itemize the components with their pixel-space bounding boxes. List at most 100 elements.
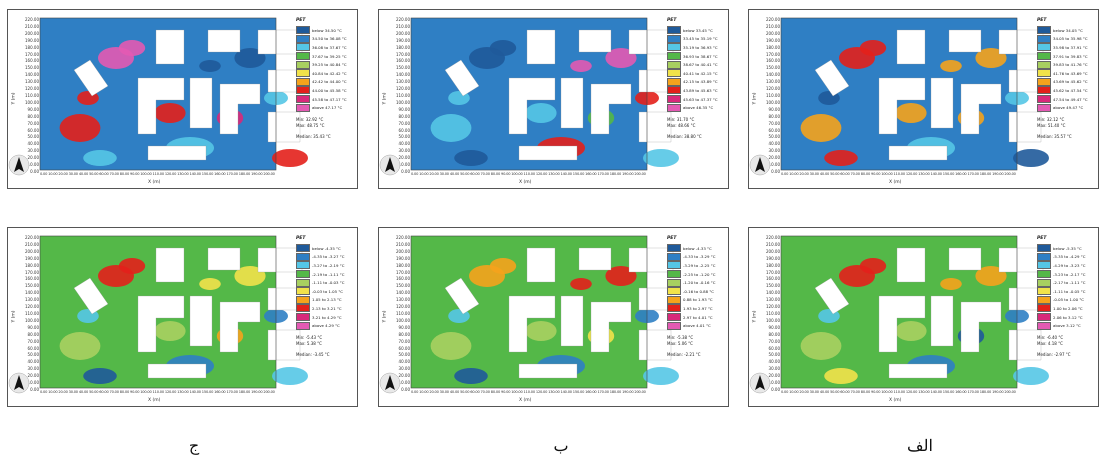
legend-swatch bbox=[667, 103, 681, 112]
legend-item: above 49.47 °C bbox=[1037, 103, 1098, 112]
pet-zone bbox=[59, 332, 101, 360]
y-tick-label: 140.00 bbox=[766, 72, 780, 78]
pet-zone bbox=[1013, 367, 1049, 385]
pet-zone bbox=[570, 60, 592, 72]
legend-label: 36.08 to 37.67 °C bbox=[312, 44, 347, 50]
y-tick-label: 170.00 bbox=[25, 269, 39, 275]
legend-swatch bbox=[1037, 244, 1051, 253]
y-tick-label: 220.00 bbox=[766, 235, 780, 240]
legend-item: 36.93 to 38.67 °C bbox=[667, 52, 728, 61]
map-frame bbox=[39, 17, 277, 171]
y-tick-label: 130.00 bbox=[766, 79, 780, 85]
legend-swatch bbox=[667, 77, 681, 86]
y-tick-label: 10.00 bbox=[27, 162, 39, 168]
legend-label: -3.23 to -2.17 °C bbox=[1053, 271, 1086, 277]
building-footprint bbox=[137, 77, 185, 135]
y-tick-label: 130.00 bbox=[766, 297, 780, 303]
pet-zone bbox=[525, 321, 557, 341]
building-footprint bbox=[207, 29, 241, 53]
legend-label: 39.25 to 40.84 °C bbox=[312, 62, 347, 68]
y-tick-label: 80.00 bbox=[398, 331, 410, 337]
pet-zone bbox=[975, 48, 1007, 68]
y-tick-label: 210.00 bbox=[766, 241, 780, 247]
building-footprint bbox=[578, 29, 612, 53]
building-footprint bbox=[590, 83, 632, 135]
y-tick-label: 160.00 bbox=[25, 58, 39, 64]
y-tick-label: 110.00 bbox=[25, 310, 39, 316]
pet-map-bottom-left bbox=[39, 235, 308, 389]
legend-item: 40.41 to 42.15 °C bbox=[667, 69, 728, 78]
pet-zone bbox=[525, 103, 557, 123]
legend-item: 0.88 to 1.93 °C bbox=[667, 295, 728, 305]
y-tick-label: 20.00 bbox=[27, 373, 39, 379]
legend-label: 45.63 to 47.37 °C bbox=[683, 96, 718, 102]
y-tick-label: 10.00 bbox=[398, 380, 410, 386]
building-footprint bbox=[73, 59, 109, 97]
y-tick-label: 200.00 bbox=[25, 248, 39, 254]
legend-item: -0.16 to 0.88 °C bbox=[667, 287, 728, 296]
y-tick-label: 70.00 bbox=[768, 338, 780, 344]
legend-item: 45.63 to 47.37 °C bbox=[667, 95, 728, 104]
building-footprint bbox=[155, 29, 185, 65]
y-tick-label: 120.00 bbox=[25, 304, 39, 310]
building-footprint bbox=[878, 77, 926, 135]
y-tick-label: 120.00 bbox=[766, 304, 780, 310]
legend-label: -4.35 to -3.27 °C bbox=[312, 254, 345, 260]
legend-item: -1.11 to -0.05 °C bbox=[1037, 287, 1098, 296]
y-tick-label: 210.00 bbox=[766, 23, 780, 29]
x-axis-ticks: 0.00 10.00 20.00 30.00 40.00 50.00 60.00… bbox=[40, 172, 276, 176]
y-tick-label: 190.00 bbox=[766, 37, 780, 43]
y-tick-label: 90.00 bbox=[768, 106, 780, 112]
legend-item: 2.13 to 3.21 °C bbox=[296, 304, 357, 313]
y-tick-label: 130.00 bbox=[396, 79, 410, 85]
pet-zone bbox=[489, 40, 517, 56]
legend-label: -4.29 to -3.23 °C bbox=[1053, 262, 1086, 268]
legend-swatch bbox=[1037, 321, 1051, 330]
legend-label: -2.19 to -1.11 °C bbox=[312, 271, 345, 277]
y-tick-label: 130.00 bbox=[25, 79, 39, 85]
pet-zone bbox=[199, 60, 221, 72]
pet-legend: PET below 33.45 °C 33.45 to 35.19 °C 35.19 … bbox=[667, 18, 728, 112]
y-tick-label: 120.00 bbox=[396, 304, 410, 310]
legend-item: -1.20 to -0.16 °C bbox=[667, 278, 728, 287]
max-value: Max: 5.06 °C bbox=[667, 340, 693, 346]
pet-map-top-middle bbox=[410, 17, 679, 171]
pet-map-top-right bbox=[780, 17, 1049, 171]
pet-zone bbox=[154, 103, 186, 123]
legend-label: above 3.12 °C bbox=[1053, 323, 1081, 329]
y-axis-ticks: 220.00 210.00 200.00 190.00 180.00 170.00 160.… bbox=[9, 235, 39, 394]
building-footprint bbox=[960, 83, 1002, 135]
legend-item: above 46.35 °C bbox=[667, 103, 728, 112]
legend-title: PET bbox=[296, 18, 306, 23]
map-panel-top-right: 220.00 210.00 200.00 190.00 180.00 170.00 160.… bbox=[748, 9, 1099, 189]
legend-item: 35.19 to 36.93 °C bbox=[667, 43, 728, 52]
building-footprint bbox=[878, 295, 926, 353]
legend-swatch bbox=[1037, 95, 1051, 104]
y-tick-label: 40.00 bbox=[398, 141, 410, 147]
building-footprint bbox=[444, 277, 480, 315]
y-tick-label: 50.00 bbox=[398, 134, 410, 140]
legend-item: -5.35 to -4.29 °C bbox=[1037, 252, 1098, 262]
legend-label: 35.98 to 37.91 °C bbox=[1053, 44, 1088, 50]
pet-zone bbox=[59, 114, 101, 142]
legend-swatch bbox=[1037, 270, 1051, 279]
building-footprint bbox=[948, 247, 982, 271]
map-frame bbox=[410, 17, 648, 171]
building-footprint bbox=[560, 77, 584, 129]
median-value: Median: 35.43 °C bbox=[296, 134, 331, 139]
legend-label: 42.15 to 43.89 °C bbox=[683, 79, 718, 85]
legend-label: 43.89 to 45.63 °C bbox=[683, 87, 718, 93]
y-tick-label: 50.00 bbox=[27, 134, 39, 140]
legend-label: -2.17 to -1.11 °C bbox=[1053, 280, 1086, 286]
max-value: Max: 5.38 °C bbox=[296, 340, 322, 346]
pet-zone bbox=[272, 367, 308, 385]
y-tick-label: 120.00 bbox=[396, 86, 410, 92]
pet-zone bbox=[454, 150, 488, 166]
building-footprint bbox=[590, 301, 632, 353]
x-axis-ticks: 0.00 10.00 20.00 30.00 40.00 50.00 60.00… bbox=[40, 390, 276, 394]
median-value: Median: 38.80 °C bbox=[667, 134, 702, 139]
min-max-stats: Min: -6.40 °C Max: 4.18 °C bbox=[1037, 335, 1063, 346]
pet-zone bbox=[895, 103, 927, 123]
y-tick-label: 100.00 bbox=[25, 317, 39, 323]
x-axis-label: X (m) bbox=[148, 180, 161, 185]
